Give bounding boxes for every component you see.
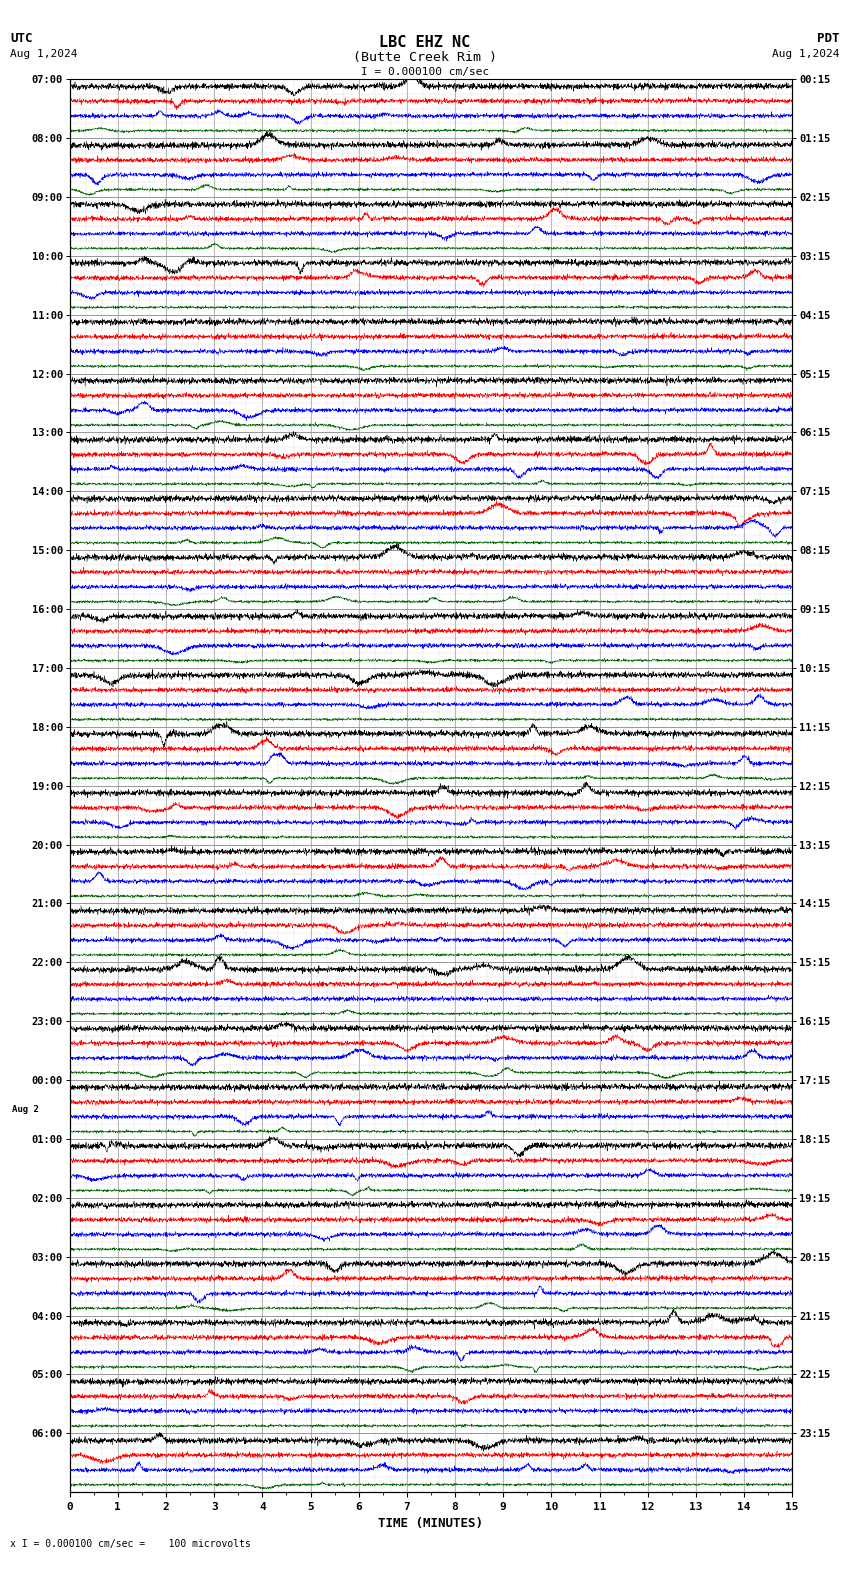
Text: I = 0.000100 cm/sec: I = 0.000100 cm/sec [361,67,489,76]
Text: x I = 0.000100 cm/sec =    100 microvolts: x I = 0.000100 cm/sec = 100 microvolts [10,1540,251,1549]
Text: PDT: PDT [818,32,840,44]
Text: Aug 2: Aug 2 [12,1106,39,1114]
Text: Aug 1,2024: Aug 1,2024 [773,49,840,59]
Text: LBC EHZ NC: LBC EHZ NC [379,35,471,49]
Text: (Butte Creek Rim ): (Butte Creek Rim ) [353,51,497,63]
X-axis label: TIME (MINUTES): TIME (MINUTES) [378,1517,484,1530]
Text: Aug 1,2024: Aug 1,2024 [10,49,77,59]
Text: UTC: UTC [10,32,32,44]
